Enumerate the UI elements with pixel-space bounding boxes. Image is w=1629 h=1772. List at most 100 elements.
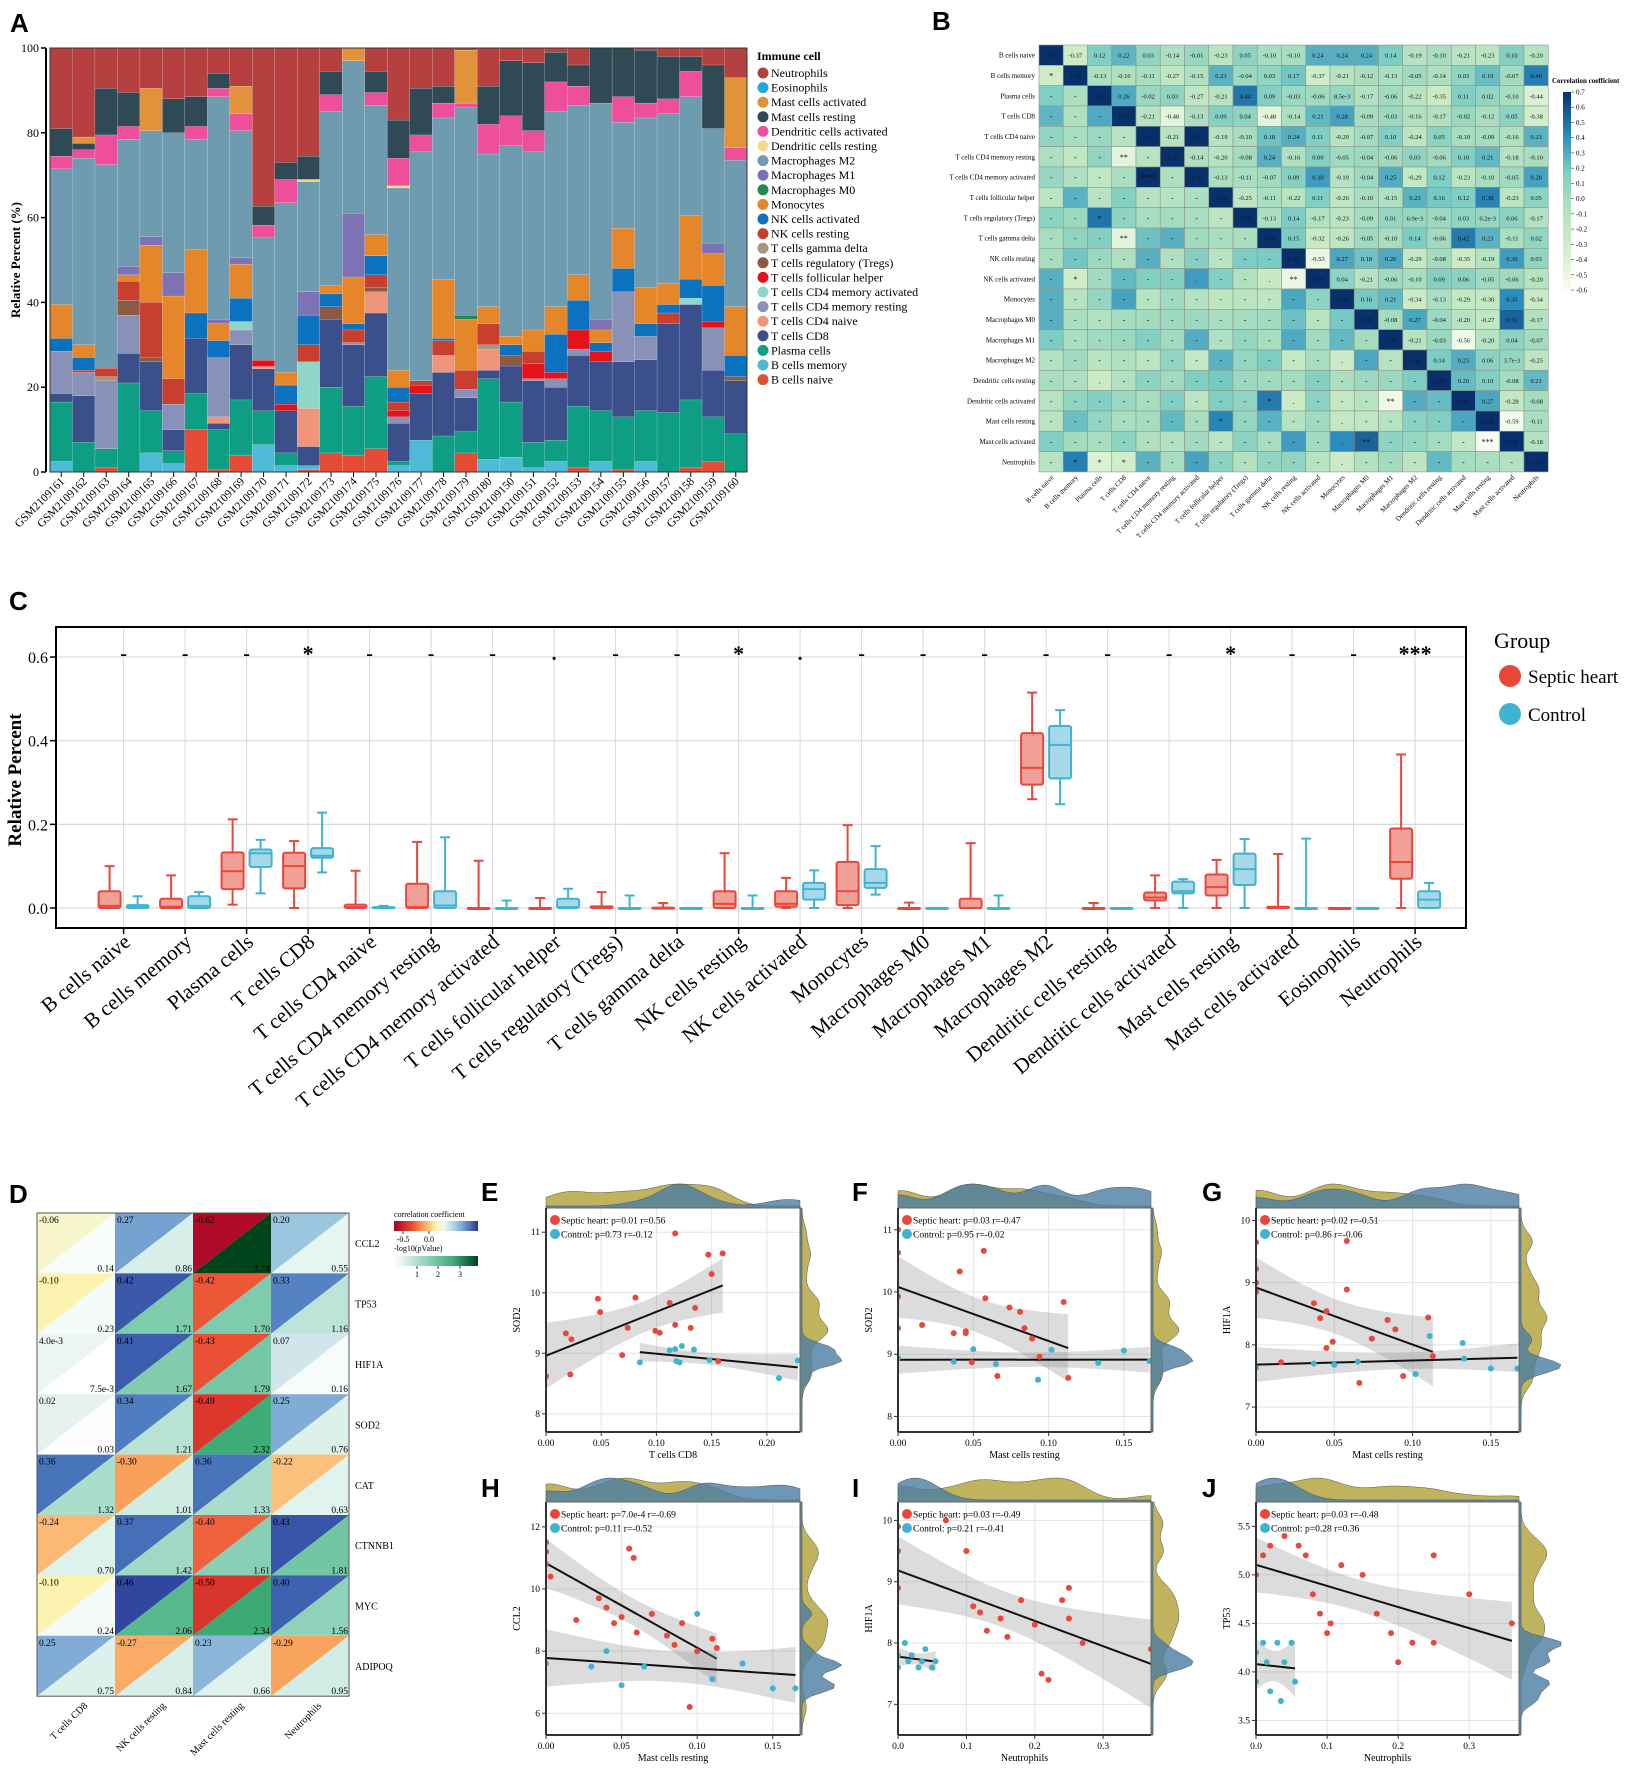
bar-segment-monocytes — [544, 306, 568, 335]
bar-segment-mast-cells-resting — [432, 86, 455, 104]
correlation-value: 0.40 — [273, 1578, 290, 1588]
pvalue-triangle — [37, 1394, 115, 1455]
colorbar-tick-label: -0.5 — [1576, 271, 1588, 279]
row-label: B cells memory — [991, 72, 1036, 80]
legend-label: Plasma cells — [771, 343, 831, 357]
significance-mark: - — [612, 643, 619, 665]
legend-swatch-icon — [902, 1229, 912, 1239]
bar-segment-neutrophils — [297, 47, 320, 157]
legend-swatch-icon — [757, 96, 769, 108]
bar-segment-macrophages-m2 — [589, 102, 613, 320]
data-point-control — [694, 1610, 701, 1617]
data-point-septic-heart — [1267, 1542, 1274, 1549]
cell-significance: - — [1050, 193, 1053, 202]
y-tick-label: 5.5 — [1238, 1522, 1250, 1532]
data-point-septic-heart — [679, 1620, 686, 1627]
cell-value: 1.00 — [1385, 337, 1396, 344]
cell-value: -0.10 — [1360, 195, 1374, 202]
data-point-septic-heart — [1317, 1315, 1324, 1322]
cell-value: 0.09 — [1264, 93, 1275, 100]
gene-label: SOD2 — [355, 1420, 380, 1431]
cell-significance: - — [1220, 458, 1223, 467]
cell-value: -0.02 — [1457, 114, 1471, 121]
y-tick-label: 4.0 — [1238, 1668, 1250, 1678]
gene-label: HIF1A — [355, 1360, 384, 1371]
cell-value: -0.04 — [1238, 73, 1252, 80]
bar-segment-plasma-cells — [724, 433, 748, 473]
colorbar-tick-label: 0.0 — [424, 1235, 434, 1244]
cell-value: 6.9e-3 — [1407, 215, 1423, 222]
legend-title: Immune cell — [757, 49, 821, 63]
cell-value: -0.08 — [1432, 256, 1446, 263]
cell-value: 0.40 — [1530, 73, 1541, 80]
cell-significance: - — [1365, 356, 1368, 365]
y-tick-label: 0.4 — [28, 734, 48, 751]
data-point-septic-heart — [573, 1617, 580, 1624]
legend-swatch-icon — [550, 1215, 560, 1225]
data-point-septic-heart — [1430, 1639, 1437, 1646]
bar-segment-macrophages-m2 — [184, 139, 208, 250]
boxplot-control — [925, 907, 950, 910]
bar-segment-neutrophils — [319, 47, 343, 72]
cell-significance: - — [1220, 275, 1223, 284]
bar-segment-t-cells-cd4-memory-resting — [229, 329, 253, 345]
cell-significance: - — [1123, 275, 1126, 284]
row-label: Monocytes — [1004, 296, 1035, 304]
bar-segment-nk-cells-activated — [49, 338, 73, 352]
confidence-band-septic-heart — [898, 1256, 1069, 1382]
data-point-control — [1260, 1639, 1267, 1646]
data-point-septic-heart — [715, 1358, 722, 1365]
cell-value: -0.10 — [1457, 134, 1471, 141]
box — [159, 897, 184, 910]
cell-significance: - — [1220, 295, 1223, 304]
data-point-control — [918, 1658, 925, 1665]
data-point-septic-heart — [562, 1330, 569, 1337]
data-point-septic-heart — [968, 1359, 975, 1366]
pvalue-value: 1.67 — [175, 1385, 192, 1395]
column-label: Mast cells resting — [188, 1701, 246, 1759]
legend-item: Macrophages M1 — [757, 168, 855, 182]
cell-significance: - — [1050, 376, 1053, 385]
cell-value: -0.08 — [1384, 317, 1398, 324]
cell-value: -0.28 — [1505, 398, 1519, 405]
y-tick-label: 8 — [535, 1410, 540, 1420]
bar-segment-plasma-cells — [656, 412, 680, 473]
bar-segment-dendritic-cells-activated — [611, 96, 635, 123]
cell-value: 6.2e-3 — [1479, 215, 1495, 222]
heatmap-frame — [36, 1212, 350, 1697]
legend-item: T cells CD4 naive — [757, 314, 858, 328]
bar-segment-mast-cells-activated — [724, 77, 748, 148]
cell-value: -0.21 — [1335, 73, 1349, 80]
x-tick-label: 0.20 — [759, 1439, 776, 1449]
legend-item: T cells regulatory (Tregs) — [757, 256, 893, 270]
legend-swatch-icon — [757, 169, 769, 181]
cell-significance: - — [1292, 336, 1295, 345]
pvalue-value: 0.16 — [331, 1385, 348, 1395]
cell-value: 1.00 — [1458, 398, 1469, 405]
bar-segment-monocytes — [679, 215, 703, 280]
bar-segment-monocytes — [454, 319, 478, 371]
legend-item: Macrophages M0 — [757, 183, 855, 197]
confidence-band-septic-heart — [1256, 1257, 1433, 1387]
row-label: NK cells activated — [983, 275, 1035, 283]
boxplot-control — [494, 899, 519, 910]
bar-segment-monocytes — [364, 234, 388, 256]
cell-value: 0.23 — [1530, 134, 1541, 141]
bar-segment-plasma-cells — [522, 442, 545, 468]
cell-value: -0.03 — [1287, 93, 1301, 100]
cell-value: -0.23 — [1214, 53, 1228, 60]
regression-line-septic-heart — [546, 1284, 724, 1357]
cell-value: 0.05 — [1506, 114, 1517, 121]
data-point-septic-heart — [980, 1247, 987, 1254]
bar-segment-dendritic-cells-activated — [117, 126, 141, 140]
cell-value: -0.13 — [1432, 297, 1446, 304]
cell-value: 1.00 — [1433, 378, 1444, 385]
cell-value: -0.04 — [1360, 154, 1374, 161]
data-point-septic-heart — [686, 1704, 693, 1711]
bar-segment-neutrophils — [117, 47, 141, 93]
data-point-control — [676, 1359, 683, 1366]
bar-segment-plasma-cells — [477, 378, 500, 460]
bar-segment-b-cells-memory — [297, 465, 320, 471]
bar-segment-monocytes — [611, 228, 635, 269]
bar-segment-mast-cells-resting — [49, 128, 73, 157]
